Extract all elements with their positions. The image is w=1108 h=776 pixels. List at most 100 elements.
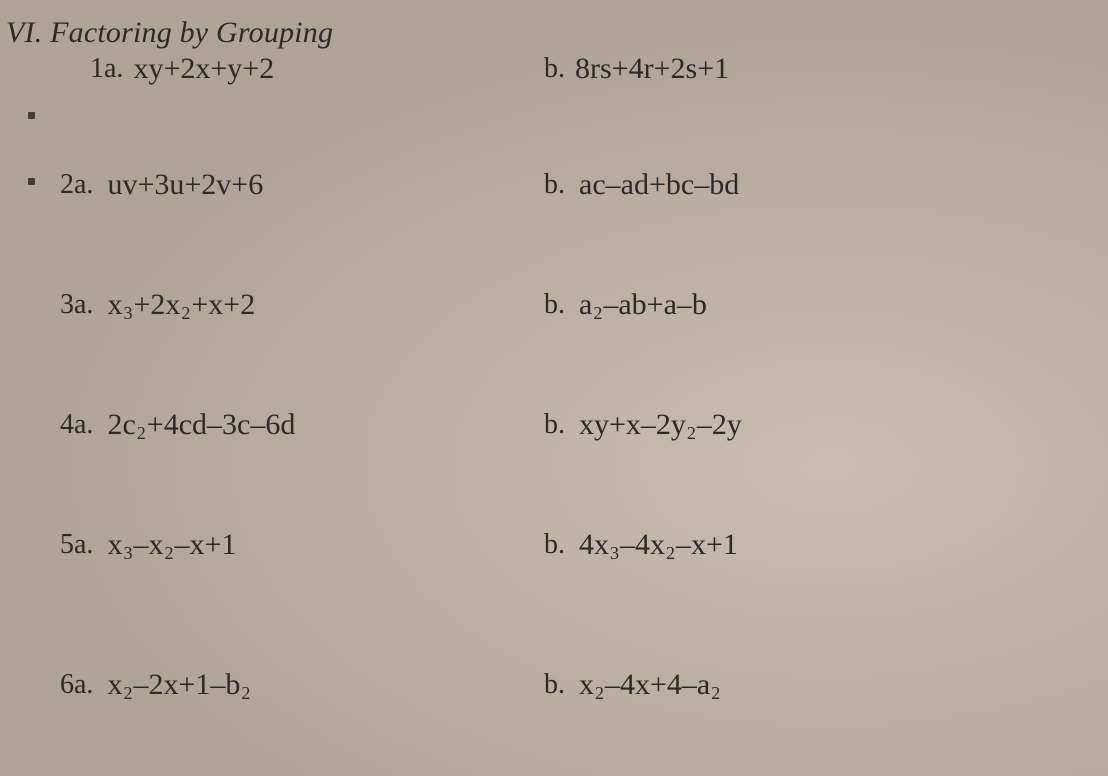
expr-superscript: 3 [123,304,132,322]
column-a: 1a.xy + 2x + y + 2 [0,54,520,84]
expr-token: 6 [248,170,263,200]
expr-token: – [641,410,656,440]
problem-label: 4a. [60,411,93,439]
problem-label: b. [544,671,565,699]
expr-token: a [697,670,710,700]
expr-token: – [133,670,148,700]
expr-token: + [242,54,259,84]
problem-expression: 4x3 – 4x2 – x + 1 [579,530,738,560]
expr-token: – [694,170,709,200]
problem-label: b. [544,291,565,319]
problem-label: 5a. [60,531,93,559]
expr-token: 4x [579,530,609,560]
expr-superscript: 2 [593,304,602,322]
expr-token: – [677,290,692,320]
expr-token: – [603,290,618,320]
expr-token: 2y [656,410,686,440]
problem-row: 5a.x3 – x2 – x + 1b.4x3 – 4x2 – x + 1 [0,498,1108,618]
expr-superscript: 2 [711,684,720,702]
expr-token: bd [709,170,739,200]
problem-a: 2a. uv + 3u + 2v + 6 [60,170,520,200]
column-a: 3a.x3 + 2x2 + x + 2 [0,290,520,320]
problem-row: 1a.xy + 2x + y + 2 b. 8rs + 4r + 2s + 1 [0,52,1108,138]
expr-superscript: 2 [123,684,132,702]
problem-label: b. [544,55,565,83]
expr-token: 3c [222,410,250,440]
expr-token: 3u [154,170,184,200]
expr-token: x [208,290,223,320]
problem-label: b. [544,171,565,199]
expr-token: 1 [723,530,738,560]
expr-token: x [148,530,163,560]
expr-token: 1 [195,670,210,700]
expr-token: 8rs [575,54,612,84]
expr-token: uv [107,170,137,200]
expr-token: + [163,54,180,84]
expr-token: ad [621,170,649,200]
expr-token: b [225,670,240,700]
expr-token: a [579,290,592,320]
expr-token: – [210,670,225,700]
expr-superscript: 2 [137,424,146,442]
expr-token: 4x [620,670,650,700]
expr-token: 4 [667,670,682,700]
problem-b: b. a2 – ab + a – b [544,290,1080,320]
expr-token: xy [579,410,609,440]
problem-a: 1a.xy + 2x + y + 2 [90,54,520,84]
expr-token: + [649,170,666,200]
problem-expression: 2c2 + 4cd – 3c – 6d [107,410,295,440]
problem-expression: a2 – ab + a – b [579,290,707,320]
problem-b: b. 4x3 – 4x2 – x + 1 [544,530,1080,560]
problem-label: b. [544,411,565,439]
problem-label: 2a. [60,171,93,199]
expr-token: + [210,54,227,84]
column-a: 5a.x3 – x2 – x + 1 [0,530,520,560]
expr-token: x [579,670,594,700]
column-a: 2a. uv + 3u + 2v + 6 [0,170,520,200]
expr-token: + [147,410,164,440]
expr-token: + [178,670,195,700]
expr-token: – [174,530,189,560]
problem-b: b.xy + x – 2y2 – 2y [544,410,1080,440]
expr-token: 4r [629,54,654,84]
expr-token: 2x [180,54,210,84]
expr-token: – [682,670,697,700]
column-b: b.xy + x – 2y2 – 2y [520,410,1080,440]
column-a: 4a. 2c2 + 4cd – 3c – 6d [0,410,520,440]
worksheet-page: VI. Factoring by Grouping 1a.xy + 2x + y… [0,0,1108,776]
expr-token: 4cd [164,410,207,440]
expr-token: ac [579,170,606,200]
expr-token: 1 [714,54,729,84]
expr-token: 2 [259,54,274,84]
column-b: b. ac – ad + bc – bd [520,170,1080,200]
column-b: b.x2 – 4x + 4 – a2 [520,670,1080,700]
problem-grid: 1a.xy + 2x + y + 2 b. 8rs + 4r + 2s + 1 2a.… [0,52,1108,700]
problem-label: b. [544,531,565,559]
column-b: b. a2 – ab + a – b [520,290,1080,320]
expr-token: x [626,410,641,440]
problem-a: 5a.x3 – x2 – x + 1 [60,530,520,560]
expr-token: + [184,170,201,200]
problem-expression: x2 – 4x + 4 – a2 [579,670,721,700]
expr-superscript: 3 [610,544,619,562]
expr-token: + [706,530,723,560]
decorative-dot [28,178,35,185]
expr-token: x [107,530,122,560]
expr-token: 4x [635,530,665,560]
problem-expression: x2 – 2x + 1 – b2 [107,670,251,700]
problem-expression: ac – ad + bc – bd [579,170,739,200]
problem-expression: 8rs + 4r + 2s + 1 [575,54,729,84]
expr-token: – [207,410,222,440]
expr-token: – [606,170,621,200]
expr-token: + [654,54,671,84]
expr-token: y [227,54,242,84]
expr-token: 1 [221,530,236,560]
problem-expression: uv + 3u + 2v + 6 [107,170,263,200]
expr-superscript: 3 [123,544,132,562]
problem-row: 6a.x2 – 2x + 1 – b2b.x2 – 4x + 4 – a2 [0,618,1108,700]
expr-token: + [223,290,240,320]
expr-token: + [609,410,626,440]
expr-token: x [107,290,122,320]
expr-token: 2y [712,410,742,440]
expr-token: + [697,54,714,84]
